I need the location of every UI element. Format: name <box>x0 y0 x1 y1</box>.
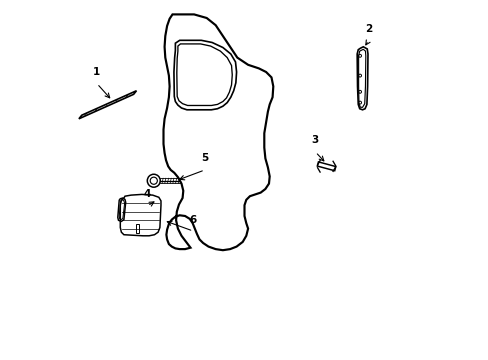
Text: 5: 5 <box>201 153 208 163</box>
Text: 1: 1 <box>93 67 101 77</box>
Text: 2: 2 <box>365 24 371 34</box>
Text: 3: 3 <box>311 135 318 145</box>
Bar <box>317 162 335 171</box>
Text: 4: 4 <box>143 189 151 199</box>
Bar <box>136 224 139 233</box>
Text: 6: 6 <box>189 215 197 225</box>
